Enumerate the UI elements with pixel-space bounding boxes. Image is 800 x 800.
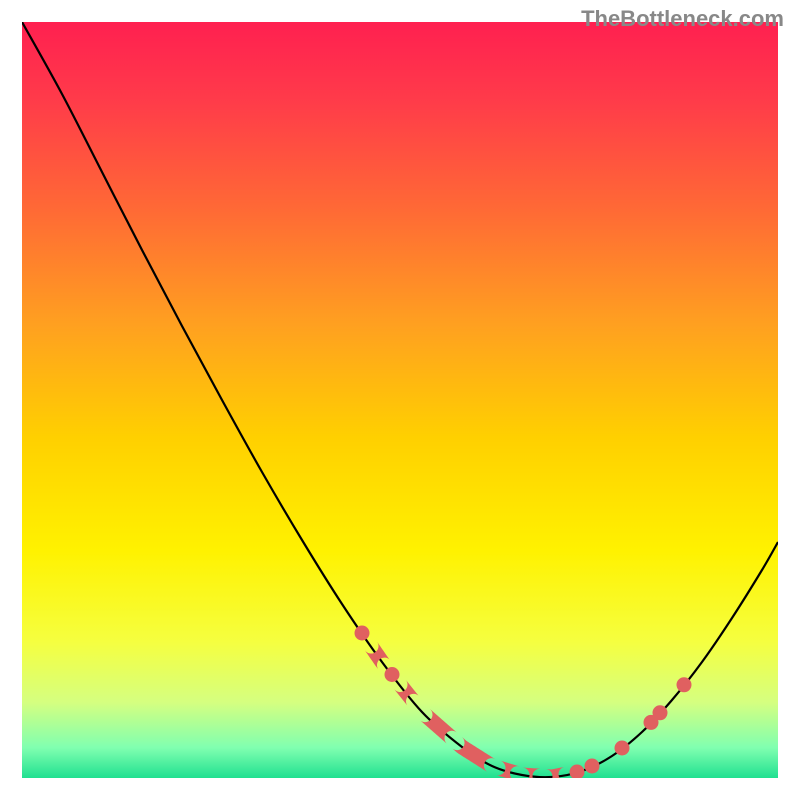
curve-dot-marker bbox=[570, 765, 585, 779]
bottleneck-curve bbox=[22, 22, 778, 777]
curve-dot-marker bbox=[653, 705, 668, 720]
curve-pill-marker bbox=[452, 737, 495, 772]
curve-pill-marker bbox=[365, 642, 391, 670]
curve-dot-marker bbox=[585, 759, 600, 774]
chart-area bbox=[22, 22, 778, 778]
curve-dot-marker bbox=[355, 626, 370, 641]
curve-dot-marker bbox=[385, 667, 400, 682]
watermark-text: TheBottleneck.com bbox=[581, 6, 784, 32]
marker-group bbox=[355, 626, 692, 779]
curve-dot-marker bbox=[677, 677, 692, 692]
curve-layer bbox=[22, 22, 778, 778]
curve-dot-marker bbox=[615, 741, 630, 756]
